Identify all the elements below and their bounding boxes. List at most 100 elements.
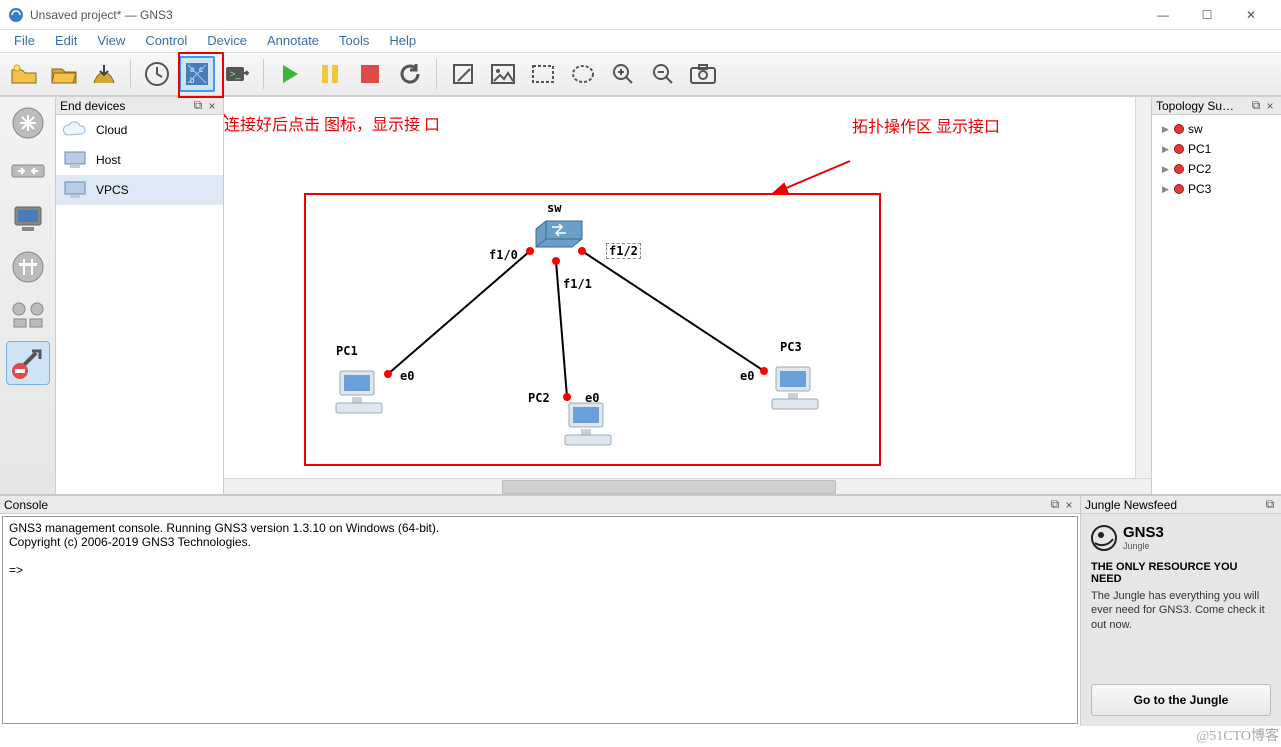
show-interface-labels-button[interactable]: acb (179, 56, 215, 92)
end-devices-category-button[interactable] (6, 197, 50, 241)
newsfeed-brand: GNS3 (1123, 524, 1164, 541)
devices-list: Cloud Host VPCS (56, 115, 223, 494)
add-note-button[interactable] (445, 56, 481, 92)
newsfeed-headline: THE ONLY RESOURCE YOU NEED (1091, 561, 1271, 585)
all-devices-icon (10, 301, 46, 329)
security-category-button[interactable] (6, 245, 50, 289)
save-icon (92, 63, 116, 85)
menu-control[interactable]: Control (135, 31, 197, 50)
panel-undock-button[interactable]: ⧉ (1249, 98, 1263, 113)
zoom-out-icon (652, 63, 674, 85)
canvas-wrap: 连接好后点击 图标，显示接 口 拓扑操作区 显示接口 swPC1PC2PC3f1… (224, 97, 1151, 494)
panel-undock-button[interactable]: ⧉ (1048, 497, 1062, 512)
port-dot (552, 257, 560, 265)
new-project-button[interactable] (6, 56, 42, 92)
port-dot (384, 370, 392, 378)
menu-help[interactable]: Help (379, 31, 426, 50)
routers-category-button[interactable] (6, 101, 50, 145)
toolbar: acb >_ (0, 52, 1281, 96)
menu-tools[interactable]: Tools (329, 31, 379, 50)
device-item-label: Host (96, 153, 121, 167)
port-label: e0 (585, 391, 599, 405)
devices-panel-title: End devices (60, 99, 125, 113)
console-icon: >_ (224, 63, 250, 85)
tree-node[interactable]: ▶sw (1154, 119, 1279, 139)
canvas-vscroll[interactable] (1135, 97, 1151, 478)
reload-all-button[interactable] (392, 56, 428, 92)
app-logo-icon (8, 7, 24, 23)
menu-file[interactable]: File (4, 31, 45, 50)
node-pc[interactable] (563, 401, 613, 452)
zoom-out-button[interactable] (645, 56, 681, 92)
clock-icon (144, 61, 170, 87)
canvas-hscroll[interactable] (224, 478, 1151, 494)
stop-icon (360, 64, 380, 84)
port-label: e0 (400, 369, 414, 383)
cloud-icon (62, 120, 88, 140)
tree-node-label: sw (1188, 122, 1203, 136)
save-project-button[interactable] (86, 56, 122, 92)
node-switch[interactable] (534, 219, 584, 252)
start-all-button[interactable] (272, 56, 308, 92)
console-all-button[interactable]: >_ (219, 56, 255, 92)
node-pc[interactable] (334, 369, 384, 420)
port-label: f1/1 (563, 277, 592, 291)
menu-view[interactable]: View (87, 31, 135, 50)
menu-device[interactable]: Device (197, 31, 257, 50)
port-label: f1/2 (606, 243, 641, 259)
console-output[interactable]: GNS3 management console. Running GNS3 ve… (2, 516, 1078, 724)
window-close-button[interactable]: ✕ (1229, 0, 1273, 30)
menu-edit[interactable]: Edit (45, 31, 87, 50)
tree-node-label: PC1 (1188, 142, 1211, 156)
all-devices-category-button[interactable] (6, 293, 50, 337)
switches-category-button[interactable] (6, 149, 50, 193)
newsfeed-logo: GNS3 Jungle (1091, 524, 1271, 551)
console-panel-header: Console ⧉ × (0, 496, 1080, 514)
console-prompt: => (9, 563, 23, 577)
port-label: e0 (740, 369, 754, 383)
insert-image-button[interactable] (485, 56, 521, 92)
node-label: PC3 (780, 340, 802, 354)
panel-close-button[interactable]: × (205, 99, 219, 113)
node-label: sw (547, 201, 561, 215)
panel-close-button[interactable]: × (1062, 498, 1076, 512)
zoom-in-button[interactable] (605, 56, 641, 92)
menu-annotate[interactable]: Annotate (257, 31, 329, 50)
devices-panel: End devices ⧉ × Cloud Host VPCS (56, 97, 224, 494)
newsfeed-panel-title: Jungle Newsfeed (1085, 498, 1177, 512)
pause-icon (320, 63, 340, 85)
stop-all-button[interactable] (352, 56, 388, 92)
window-maximize-button[interactable]: ☐ (1185, 0, 1229, 30)
tree-node-label: PC3 (1188, 182, 1211, 196)
snapshot-button[interactable] (139, 56, 175, 92)
open-project-button[interactable] (46, 56, 82, 92)
panel-undock-button[interactable]: ⧉ (191, 98, 205, 113)
device-item-cloud[interactable]: Cloud (56, 115, 223, 145)
window-minimize-button[interactable]: — (1141, 0, 1185, 30)
topology-panel-header: Topology Su… ⧉ × (1152, 97, 1281, 115)
device-type-bar (0, 97, 56, 494)
console-panel: Console ⧉ × GNS3 management console. Run… (0, 496, 1081, 726)
topology-canvas[interactable]: 连接好后点击 图标，显示接 口 拓扑操作区 显示接口 swPC1PC2PC3f1… (224, 97, 1135, 478)
tree-node[interactable]: ▶PC3 (1154, 179, 1279, 199)
device-item-vpcs[interactable]: VPCS (56, 175, 223, 205)
draw-rectangle-button[interactable] (525, 56, 561, 92)
reload-icon (398, 62, 422, 86)
note-icon (452, 63, 474, 85)
pause-all-button[interactable] (312, 56, 348, 92)
draw-ellipse-button[interactable] (565, 56, 601, 92)
add-link-button[interactable] (6, 341, 50, 385)
go-to-jungle-button[interactable]: Go to the Jungle (1091, 684, 1271, 716)
screenshot-button[interactable] (685, 56, 721, 92)
console-line: GNS3 management console. Running GNS3 ve… (9, 521, 439, 535)
panel-close-button[interactable]: × (1263, 99, 1277, 113)
monitor-icon (12, 204, 44, 234)
tree-expand-icon: ▶ (1162, 144, 1170, 155)
tree-node[interactable]: ▶PC2 (1154, 159, 1279, 179)
tree-node[interactable]: ▶ PC1 (1154, 139, 1279, 159)
device-item-host[interactable]: Host (56, 145, 223, 175)
node-label: PC1 (336, 344, 358, 358)
node-pc[interactable] (770, 365, 820, 416)
panel-undock-button[interactable]: ⧉ (1263, 497, 1277, 512)
router-icon (10, 105, 46, 141)
